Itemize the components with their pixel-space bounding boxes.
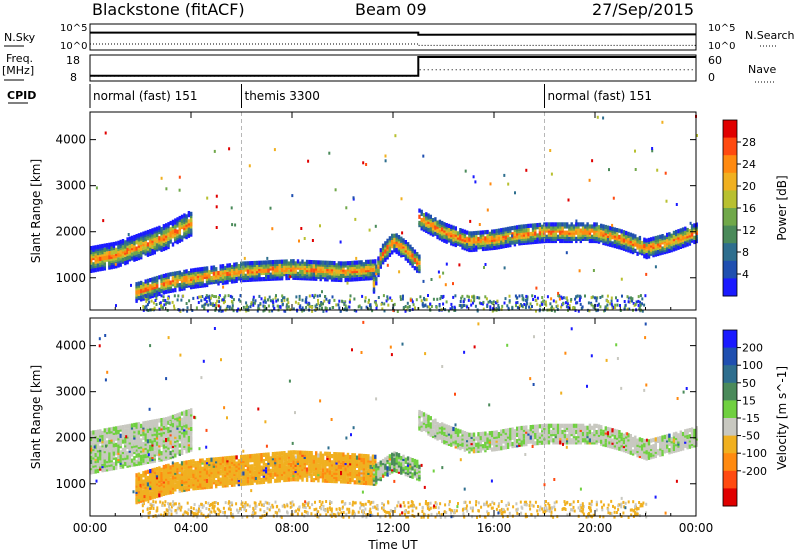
colorbar-tick-label: -15	[742, 412, 760, 425]
noise-tick-top-right: 10^5	[708, 23, 735, 34]
colorbar-swatch	[723, 453, 737, 472]
x-axis-label: Time UT	[367, 538, 418, 552]
colorbar-swatch	[723, 190, 737, 209]
y-tick-label: 1000	[55, 477, 86, 491]
x-tick-label: 16:00	[477, 521, 512, 535]
nave-tick-top: 60	[708, 54, 722, 67]
colorbar-tick-label: 4	[742, 268, 749, 281]
colorbar-tick-label: -200	[742, 465, 767, 478]
velocity-echo-cells	[90, 320, 698, 519]
colorbar-tick-label: -50	[742, 430, 760, 443]
colorbar-tick-label: 8	[742, 246, 749, 259]
beam-title: Beam 09	[355, 0, 427, 19]
nave-label: Nave	[748, 63, 777, 76]
power-echo-cells	[90, 114, 698, 313]
x-tick-label: 12:00	[376, 521, 411, 535]
noise-tick-bottom-left: 10^0	[60, 41, 87, 52]
noise-tick-bottom-right: 10^0	[708, 41, 735, 52]
colorbar-swatch	[723, 137, 737, 156]
station-title: Blackstone (fitACF)	[92, 0, 245, 19]
colorbar-swatch	[723, 120, 737, 139]
colorbar-swatch	[723, 278, 737, 297]
x-tick-label: 04:00	[174, 521, 209, 535]
colorbar-swatch	[723, 470, 737, 489]
nave-series	[90, 69, 696, 77]
y-axis-label: Slant Range [km]	[29, 159, 43, 263]
colorbar-tick-label: 100	[742, 359, 763, 372]
cpid-label: CPID	[7, 89, 37, 102]
y-tick-label: 4000	[55, 339, 86, 353]
colorbar-swatch	[723, 208, 737, 227]
cpid-segment-label: normal (fast) 151	[548, 89, 652, 103]
colorbar-label: Power [dB]	[775, 175, 789, 240]
cpid-segment-label: themis 3300	[245, 89, 320, 103]
y-tick-label: 3000	[55, 179, 86, 193]
colorbar-tick-label: 16	[742, 202, 756, 215]
y-tick-label: 1000	[55, 271, 86, 285]
colorbar-tick-label: 12	[742, 224, 756, 237]
nsearch-label: N.Search	[745, 29, 795, 42]
colorbar-swatch	[723, 382, 737, 401]
y-tick-label: 2000	[55, 431, 86, 445]
time-axis: 00:00 04:00 08:00 12:00 16:00 20:00 00:00 Time …	[73, 521, 714, 552]
colorbar-swatch	[723, 400, 737, 419]
y-tick-label: 2000	[55, 225, 86, 239]
colorbar-tick-label: 200	[742, 342, 763, 355]
freq-tick-top: 18	[66, 54, 80, 67]
colorbar-swatch	[723, 365, 737, 384]
nsearch-series	[90, 43, 696, 46]
freq-label: Freq.	[6, 52, 34, 65]
freq-tick-bottom: 8	[70, 71, 77, 84]
cpid-panel: normal (fast) 151 themis 3300 normal (fast…	[89, 84, 652, 108]
date-title: 27/Sep/2015	[592, 0, 695, 19]
x-tick-label: 08:00	[275, 521, 310, 535]
freq-series	[90, 56, 696, 77]
colorbar-tick-label: -100	[742, 447, 767, 460]
colorbar-swatch	[723, 260, 737, 279]
x-tick-label: 00:00	[679, 521, 714, 535]
x-tick-label: 00:00	[73, 521, 108, 535]
power-panel: 1000 2000 3000 4000 Slant Range [km]	[29, 111, 698, 313]
colorbar-swatch	[723, 330, 737, 349]
colorbar-tick-label: 50	[742, 377, 756, 390]
freq-unit-label: [MHz]	[2, 64, 35, 77]
x-tick-label: 20:00	[578, 521, 613, 535]
noise-tick-top-left: 10^5	[60, 23, 87, 34]
nsky-label: N.Sky	[4, 31, 36, 44]
colorbar-label: Velocity [m s^-1]	[775, 366, 789, 470]
y-axis-label: Slant Range [km]	[29, 365, 43, 469]
colorbar-swatch	[723, 488, 737, 507]
colorbar-swatch	[723, 172, 737, 191]
colorbar-swatch	[723, 155, 737, 174]
colorbar-swatch	[723, 225, 737, 244]
nsky-series	[90, 31, 697, 36]
colorbar-tick-label: 15	[742, 394, 756, 407]
y-tick-label: 4000	[55, 133, 86, 147]
y-tick-label: 3000	[55, 385, 86, 399]
colorbar-swatch	[723, 243, 737, 262]
colorbar-swatch	[723, 435, 737, 454]
nave-tick-bottom: 0	[708, 71, 715, 84]
noise-panel: 10^5 10^0 10^5 10^0	[60, 23, 735, 52]
colorbar-tick-label: 20	[742, 180, 756, 193]
colorbar-tick-label: 24	[742, 158, 756, 171]
freq-panel: 18 8 60 0	[66, 54, 722, 84]
velocity-panel: 1000 2000 3000 4000 Slant Range [km]	[29, 317, 698, 519]
colorbar-tick-label: 28	[742, 136, 756, 149]
cpid-segment-label: normal (fast) 151	[93, 89, 197, 103]
colorbar-swatch	[723, 418, 737, 437]
colorbar-swatch	[723, 347, 737, 366]
colorbars: 4 8 12 16 20 24 28 Power [dB] 200 100 50 15 -15 -50 -1…	[722, 119, 789, 507]
